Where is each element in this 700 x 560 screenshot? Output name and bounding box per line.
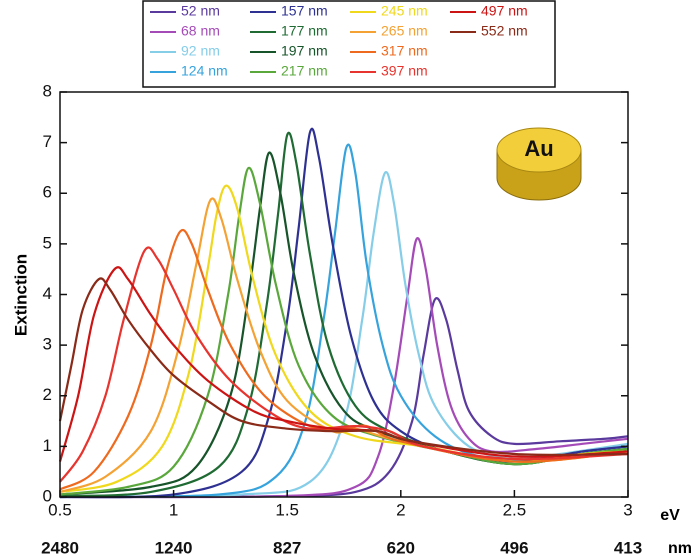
- legend-label: 265 nm: [381, 23, 428, 39]
- y-tick-label: 3: [43, 335, 52, 354]
- x2-axis-label: nm: [668, 540, 692, 557]
- legend-label: 177 nm: [281, 23, 328, 39]
- legend-label: 68 nm: [181, 23, 220, 39]
- legend-box: [142, 0, 556, 88]
- icon-top: [496, 127, 582, 173]
- x-axis-label: eV: [660, 507, 680, 524]
- y-tick-label: 0: [43, 486, 52, 505]
- legend-label: 197 nm: [281, 43, 328, 59]
- curves: [58, 127, 629, 499]
- x-tick-label: 1: [169, 500, 178, 519]
- y-tick-label: 1: [43, 436, 52, 455]
- legend-label: 317 nm: [381, 43, 428, 59]
- y-tick-label: 7: [43, 132, 52, 151]
- x2-tick-label: 2480: [41, 538, 79, 557]
- x-tick-label: 0.5: [48, 500, 72, 519]
- legend-label: 497 nm: [481, 3, 528, 19]
- au-icon: Au: [496, 127, 582, 201]
- y-tick-label: 8: [43, 81, 52, 100]
- series-line: [58, 277, 629, 457]
- x-tick-label: 1.5: [275, 500, 299, 519]
- legend-label: 397 nm: [381, 63, 428, 79]
- series-line: [59, 297, 629, 499]
- x-tick-label: 2.5: [503, 500, 527, 519]
- series-line: [59, 184, 629, 494]
- y-tick-label: 5: [43, 233, 52, 252]
- y-tick-label: 2: [43, 385, 52, 404]
- x-tick-label: 3: [623, 500, 632, 519]
- y-tick-label: 4: [43, 284, 52, 303]
- series-line: [59, 228, 629, 491]
- x2-tick-label: 620: [387, 538, 415, 557]
- x2-tick-label: 413: [614, 538, 642, 557]
- legend-label: 552 nm: [481, 23, 528, 39]
- legend-label: 245 nm: [381, 3, 428, 19]
- x2-tick-label: 827: [273, 538, 301, 557]
- x-tick-label: 2: [396, 500, 405, 519]
- series-line: [59, 237, 629, 499]
- legend-label: 52 nm: [181, 3, 220, 19]
- legend-label: 217 nm: [281, 63, 328, 79]
- y-tick-label: 6: [43, 183, 52, 202]
- y-axis-label: Extinction: [11, 254, 30, 336]
- series-line: [59, 246, 629, 483]
- x2-tick-label: 496: [500, 538, 528, 557]
- legend-label: 124 nm: [181, 63, 228, 79]
- annotation: Au: [524, 136, 553, 161]
- legend-label: 157 nm: [281, 3, 328, 19]
- x2-tick-label: 1240: [155, 538, 193, 557]
- series-line: [59, 166, 629, 496]
- legend-label: 92 nm: [181, 43, 220, 59]
